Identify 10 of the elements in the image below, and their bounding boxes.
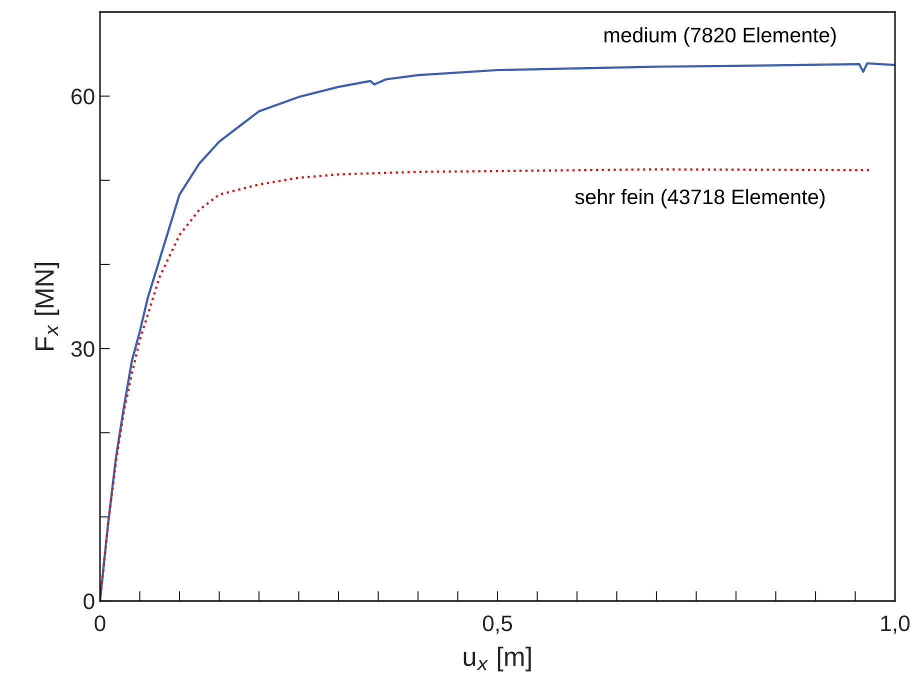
y-tick-label: 30 — [71, 341, 94, 357]
y-tick-label: 0 — [84, 594, 94, 610]
x-axis-title: u$_{x}$ [m] — [464, 646, 531, 672]
x-tick-label: 0,5 — [482, 615, 512, 634]
series-label: medium (7820 Elemente) — [604, 27, 836, 47]
series-label: sehr fein (43718 Elemente) — [575, 188, 825, 208]
x-tick-label: 0 — [94, 615, 106, 632]
x-tick-label: 1,0 — [881, 615, 910, 634]
y-axis-title: F$_{x}$ [MN] — [34, 262, 60, 350]
y-tick-label: 60 — [72, 88, 94, 104]
